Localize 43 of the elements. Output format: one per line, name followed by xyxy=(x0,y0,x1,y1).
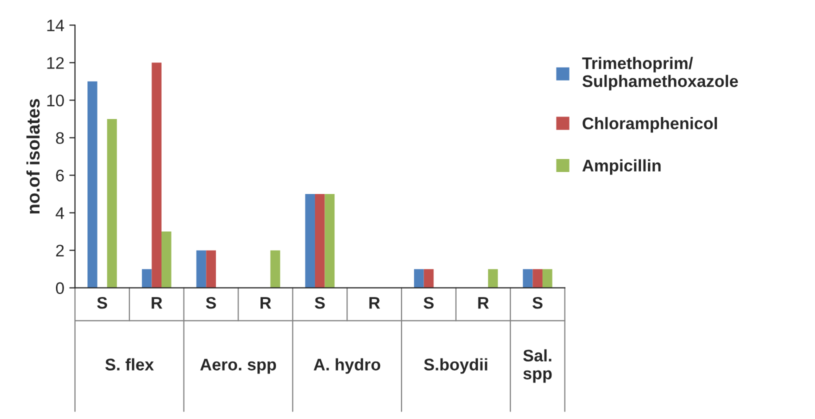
text: Aero. spp xyxy=(200,358,276,374)
bar xyxy=(414,269,424,288)
x-tick-label: R xyxy=(260,297,272,309)
bar xyxy=(542,269,552,288)
bar xyxy=(314,194,325,288)
y-tick-label: 6 xyxy=(56,170,64,182)
legend-label: Ampicillin xyxy=(582,159,661,175)
bar xyxy=(424,269,434,288)
bar xyxy=(532,269,542,288)
x-tick-label: R xyxy=(478,297,489,309)
bar xyxy=(162,232,172,288)
legend-label: Chloramphenicol xyxy=(582,117,717,133)
legend-label: Trimethoprim/ Sulphamethoxazole xyxy=(582,56,738,90)
x-tick-label: S xyxy=(206,296,216,309)
text: S. flex xyxy=(105,358,154,370)
text: S.boydii xyxy=(424,358,488,374)
y-tick-label: 0 xyxy=(56,282,64,294)
bar xyxy=(488,269,498,288)
x-tick-label: S xyxy=(97,296,108,309)
y-tick-label: 8 xyxy=(56,132,64,144)
bar xyxy=(196,250,206,288)
bar xyxy=(107,118,117,288)
bar xyxy=(142,269,152,288)
bar xyxy=(87,81,98,288)
bar xyxy=(270,250,280,288)
x-tick-label: S xyxy=(532,296,542,309)
bar xyxy=(305,194,315,288)
y-tick-label: 12 xyxy=(47,57,64,69)
y-tick-label: 4 xyxy=(56,207,64,219)
bar xyxy=(324,194,335,288)
x-tick-label: R xyxy=(369,297,380,309)
bar xyxy=(152,62,162,288)
y-tick-label: 14 xyxy=(47,20,64,32)
bar xyxy=(522,269,533,288)
y-tick-label: 10 xyxy=(47,94,64,106)
y-tick-label: 2 xyxy=(56,244,64,256)
x-tick-label: S xyxy=(424,296,434,309)
x-tick-label: R xyxy=(152,297,162,309)
x-tick-label: S xyxy=(314,296,325,309)
y-axis-title: no.of isolates xyxy=(26,99,40,214)
text: A. hydro xyxy=(314,358,380,374)
text: Sal. spp xyxy=(523,349,552,383)
bar xyxy=(206,250,216,288)
